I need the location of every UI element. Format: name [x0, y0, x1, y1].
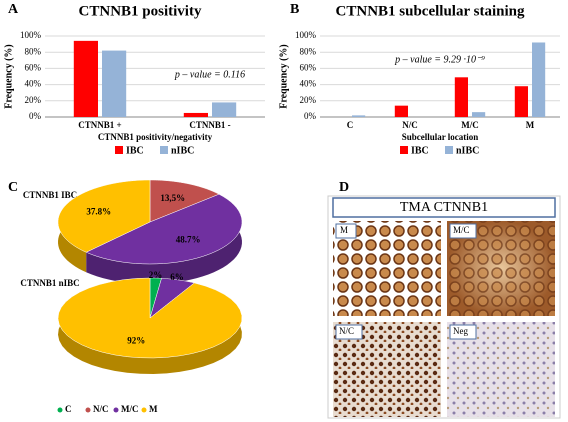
x-axis-label: CTNNB1 positivity/negativity [98, 132, 213, 142]
panel-d: D TMA CTNNB1 M M/C N/C Neg [327, 180, 561, 419]
y-tick-label: 40% [25, 79, 42, 89]
legend-label: IBC [411, 145, 429, 156]
legend-swatch [445, 146, 453, 154]
value-label: 48.7% [176, 234, 201, 244]
x-tick-label: C [347, 120, 354, 130]
y-tick-label: 100% [295, 30, 317, 40]
panel-letter: C [8, 180, 18, 195]
x-tick-label: CTNNB1 + [78, 120, 121, 130]
chart-title: CTNNB1 nIBC [20, 278, 79, 288]
legend-label: C [65, 404, 72, 414]
image-label: M/C [453, 225, 470, 235]
image-label-box [335, 223, 357, 239]
bar [532, 42, 546, 118]
legend-swatch [141, 407, 147, 413]
bar [454, 77, 468, 117]
value-label: 6% [170, 272, 184, 282]
image-label-box [449, 223, 477, 239]
image-label-box [449, 324, 477, 340]
pie-slice [57, 277, 243, 359]
y-tick-label: 60% [25, 62, 42, 72]
panel-letter: D [339, 180, 349, 195]
image-label: M [340, 225, 348, 235]
legend-label: nIBC [171, 145, 194, 156]
pie-slice [57, 179, 151, 253]
pie-slice [149, 278, 195, 319]
image-label: Neg [453, 326, 468, 336]
x-axis-label: Subcellular location [402, 132, 479, 142]
image-label: N/C [339, 326, 354, 336]
annotation: p – value = 9.29 ·10⁻⁹ [394, 54, 485, 65]
bar [102, 50, 127, 117]
x-tick-label: M/C [461, 120, 479, 130]
y-axis-label: Frequency (%) [278, 44, 289, 109]
legend-swatch [113, 407, 119, 413]
pie-slice [85, 193, 243, 265]
legend-label: IBC [126, 145, 144, 156]
bar [352, 115, 366, 117]
bar [472, 112, 486, 117]
tma-title: TMA CTNNB1 [400, 200, 488, 215]
panel-letter: A [8, 2, 19, 17]
y-tick-label: 0% [304, 111, 317, 121]
value-label: 13,5% [160, 193, 185, 203]
x-tick-label: CTNNB1 - [189, 120, 230, 130]
y-tick-label: 100% [20, 30, 42, 40]
chart-title: CTNNB1 IBC [23, 190, 77, 200]
x-tick-label: M [526, 120, 535, 130]
bar [183, 112, 208, 117]
value-label: 37.8% [86, 207, 111, 217]
legend-swatch [160, 146, 168, 154]
annotation: p – value = 0.116 [174, 69, 245, 80]
legend-swatch [115, 146, 123, 154]
chart-title: CTNNB1 positivity [79, 3, 202, 19]
legend-swatch [400, 146, 408, 154]
value-label: 2% [149, 270, 163, 280]
y-tick-label: 40% [300, 79, 317, 89]
y-tick-label: 60% [300, 62, 317, 72]
y-tick-label: 0% [29, 111, 42, 121]
legend-label: M/C [121, 404, 139, 414]
image-label-box [335, 324, 363, 340]
legend-label: nIBC [456, 145, 479, 156]
pie-slice [149, 179, 220, 223]
legend-swatch [57, 407, 63, 413]
pie-side [86, 194, 242, 284]
y-axis-label: Frequency (%) [3, 44, 14, 109]
legend-label: M [149, 404, 158, 414]
y-tick-label: 80% [300, 46, 317, 56]
bar [73, 40, 98, 117]
panel-frame [327, 195, 561, 419]
legend-label: N/C [93, 404, 109, 414]
y-tick-label: 20% [300, 95, 317, 105]
chart-title: CTNNB1 subcellular staining [336, 3, 525, 19]
bar [212, 102, 237, 117]
bar [394, 105, 408, 117]
panel-letter: B [290, 2, 299, 17]
legend-swatch [85, 407, 91, 413]
y-tick-label: 80% [25, 46, 42, 56]
bar [514, 86, 528, 117]
tma-title-box [332, 197, 556, 218]
x-tick-label: N/C [402, 120, 418, 130]
value-label: 92% [127, 335, 145, 345]
y-tick-label: 20% [25, 95, 42, 105]
